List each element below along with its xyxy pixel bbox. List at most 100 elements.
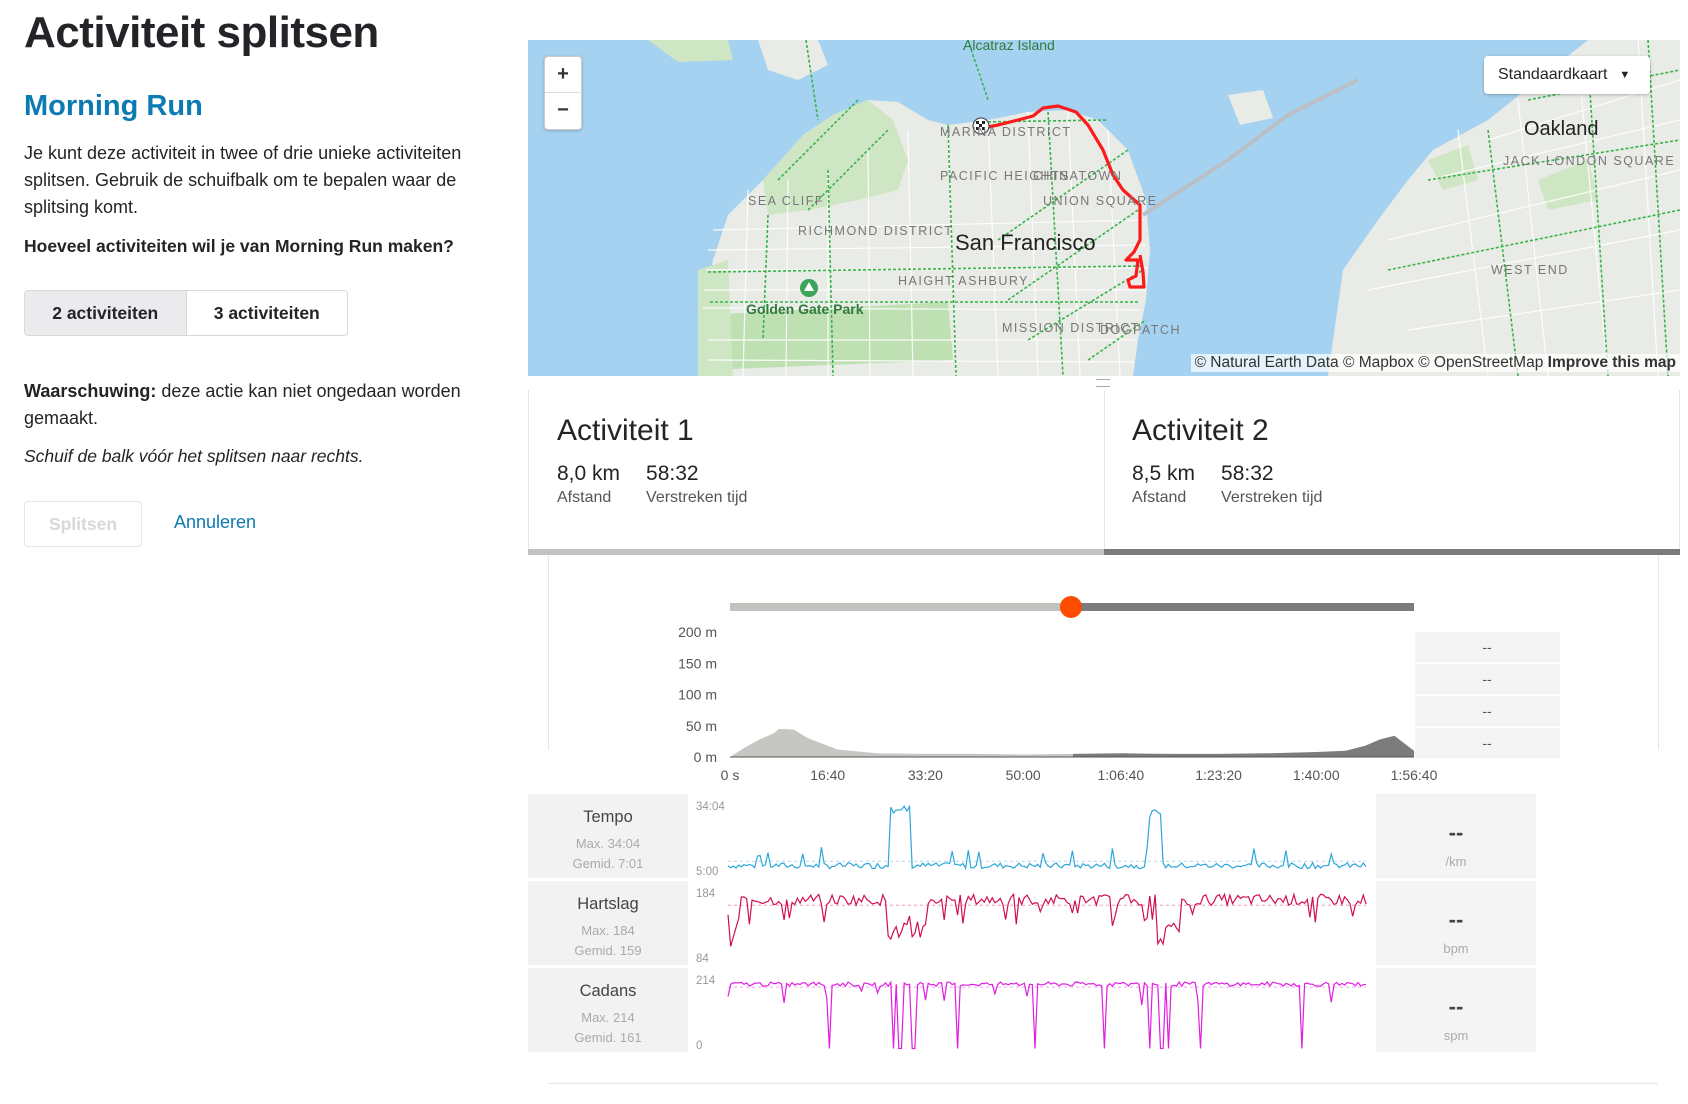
map-label-chinatown: CHINATOWN [1033,169,1122,183]
map-label-golden-gate-park: Golden Gate Park [746,301,864,317]
activity-card-1: Activiteit 1 8,0 km Afstand 58:32 Verstr… [528,390,1105,550]
zoom-out-button[interactable]: − [557,99,569,121]
metric-current-value: -- [1448,994,1464,1019]
activity-2-distance: 8,5 km [1132,462,1196,485]
page-title: Activiteit splitsen [24,8,379,57]
elevation-y-tick: 0 m [694,749,717,765]
activity-2-distance-stat: 8,5 km Afstand [1132,462,1195,507]
elevation-side-values: -- -- -- -- [1415,632,1560,758]
metric-summary: Max. 184 Gemid. 159 [528,921,688,961]
attribution-mapbox[interactable]: © Mapbox [1343,354,1414,371]
elevation-x-tick: 1:40:00 [1293,767,1340,783]
metric-max: Max. 214 [581,1010,635,1025]
zoom-in-button[interactable]: + [545,57,581,93]
cancel-link[interactable]: Annuleren [174,512,257,532]
split-count-question: Hoeveel activiteiten wil je van Morning … [24,236,454,256]
map-label-alcatraz: Alcatraz Island [963,40,1055,53]
metric-strip-hartslag: Hartslag Max. 184 Gemid. 159 184 84 -- bpm [528,881,1678,965]
activity-1-time-label: Verstreken tijd [646,489,748,506]
map-label-dogpatch: DOGPATCH [1100,323,1181,337]
activity-2-distance-label: Afstand [1132,489,1187,506]
warning-message: deze actie kan niet ongedaan worden gema… [24,381,461,428]
activity-1-time: 58:32 [646,462,699,485]
activity-1-title: Activiteit 1 [557,414,694,447]
land-west [698,260,733,376]
elevation-side-cell [1415,696,1560,726]
finish-flag-icon [972,117,990,135]
elevation-x-tick: 16:40 [810,767,845,783]
slider-track-left[interactable] [730,603,1071,611]
activity-1-time-stat: 58:32 Verstreken tijd [646,462,747,507]
option-3-activities[interactable]: 3 activiteiten [213,302,320,323]
elevation-x-tick: 50:00 [1006,767,1041,783]
improve-map-link[interactable]: Improve this map [1547,354,1676,371]
elevation-side-cell [1415,664,1560,694]
elevation-side-value: -- [1482,639,1492,655]
elevation-x-axis: 0 s 16:40 33:20 50:00 1:06:40 1:23:20 1:40:00 1… [721,767,1438,783]
route-map[interactable]: Alcatraz Island MARINA DISTRICT PACIFIC … [528,40,1680,376]
metric-current-value: -- [1448,907,1464,932]
map-label-west-end: WEST END [1491,263,1569,277]
attribution-osm[interactable]: © OpenStreetMap [1418,354,1544,371]
metric-current-box: -- bpm [1376,881,1536,965]
map-label-sea-cliff: SEA CLIFF [748,194,824,208]
elevation-y-tick: 100 m [678,687,717,703]
metric-summary: Max. 214 Gemid. 161 [528,1008,688,1048]
elevation-y-tick: 150 m [678,655,717,671]
presidio-park [763,100,908,215]
metric-y-bottom: 0 [696,1040,702,1052]
map-label-haight: HAIGHT ASHBURY [898,274,1029,288]
metric-series-line [727,980,1367,1050]
metric-y-top: 184 [696,888,716,900]
bay-bridge [1141,78,1359,217]
metric-name: Cadans [579,982,637,1000]
map-type-dropdown[interactable]: Standaardkaart ▼ [1484,56,1650,94]
activity-card-2: Activiteit 2 8,5 km Afstand 58:32 Verstr… [1104,390,1680,550]
split-slider-handle[interactable] [1060,596,1082,618]
attribution-natural-earth[interactable]: © Natural Earth Data [1194,354,1339,371]
map-label-oakland: Oakland [1524,118,1599,140]
map-label-san-francisco: San Francisco [955,230,1096,255]
map-labels: Alcatraz Island MARINA DISTRICT PACIFIC … [746,40,1675,337]
elevation-x-tick: 0 s [721,767,740,783]
metric-unit: bpm [1443,941,1469,956]
map-label-marina: MARINA DISTRICT [940,125,1072,139]
metric-series-line [727,804,1367,871]
map-label-pacific-heights: PACIFIC HEIGHTS [940,169,1070,183]
land-marin-green [648,40,733,62]
map-label-union-square: UNION SQUARE [1043,194,1158,208]
elevation-x-tick: 1:56:40 [1391,767,1438,783]
metric-label-box: Tempo Max. 34:04 Gemid. 7:01 [528,794,688,878]
activity-1-distance-label: Afstand [557,489,612,506]
metric-summary: Max. 34:04 Gemid. 7:01 [528,834,688,874]
metric-avg: Gemid. 7:01 [572,856,644,871]
warning-label: Waarschuwing: [24,381,157,401]
map-canvas[interactable]: Alcatraz Island MARINA DISTRICT PACIFIC … [528,40,1680,376]
metric-label-box: Hartslag Max. 184 Gemid. 159 [528,881,688,965]
chart-right-border [1658,555,1659,750]
map-resize-handle[interactable] [1096,379,1110,387]
metric-y-top: 34:04 [696,801,725,813]
activity-name-link[interactable]: Morning Run [24,90,203,122]
split-button[interactable]: Splitsen [24,501,142,547]
caret-down-icon: ▼ [1619,69,1631,81]
bottom-divider [548,1083,1658,1084]
elevation-side-cell [1415,632,1560,662]
slider-track-right[interactable] [1071,603,1414,611]
metric-y-bottom: 5:00 [696,866,718,878]
metric-current-box: -- /km [1376,794,1536,878]
slider-hint: Schuif de balk vóór het splitsen naar re… [24,446,364,466]
elevation-side-value: -- [1482,671,1492,687]
map-attribution: © Natural Earth Data © Mapbox © OpenStre… [1190,354,1680,372]
map-label-jack-london: JACK LONDON SQUARE [1503,154,1675,168]
option-2-activities[interactable]: 2 activiteiten [25,291,187,335]
metric-unit: spm [1443,1028,1469,1043]
metric-chart[interactable]: 34:04 5:00 [690,794,1370,878]
metric-y-top: 214 [696,975,716,987]
metric-strip-cadans: Cadans Max. 214 Gemid. 161 214 0 -- spm [528,968,1678,1052]
metric-chart[interactable]: 184 84 [690,881,1370,965]
metric-chart[interactable]: 214 0 [690,968,1370,1052]
elevation-area-activity-2 [1072,735,1414,757]
elevation-x-tick: 1:06:40 [1097,767,1144,783]
elevation-chart[interactable]: 200 m 150 m 100 m 50 m 0 m -- -- -- -- 0 s 16:40… [640,620,1570,790]
